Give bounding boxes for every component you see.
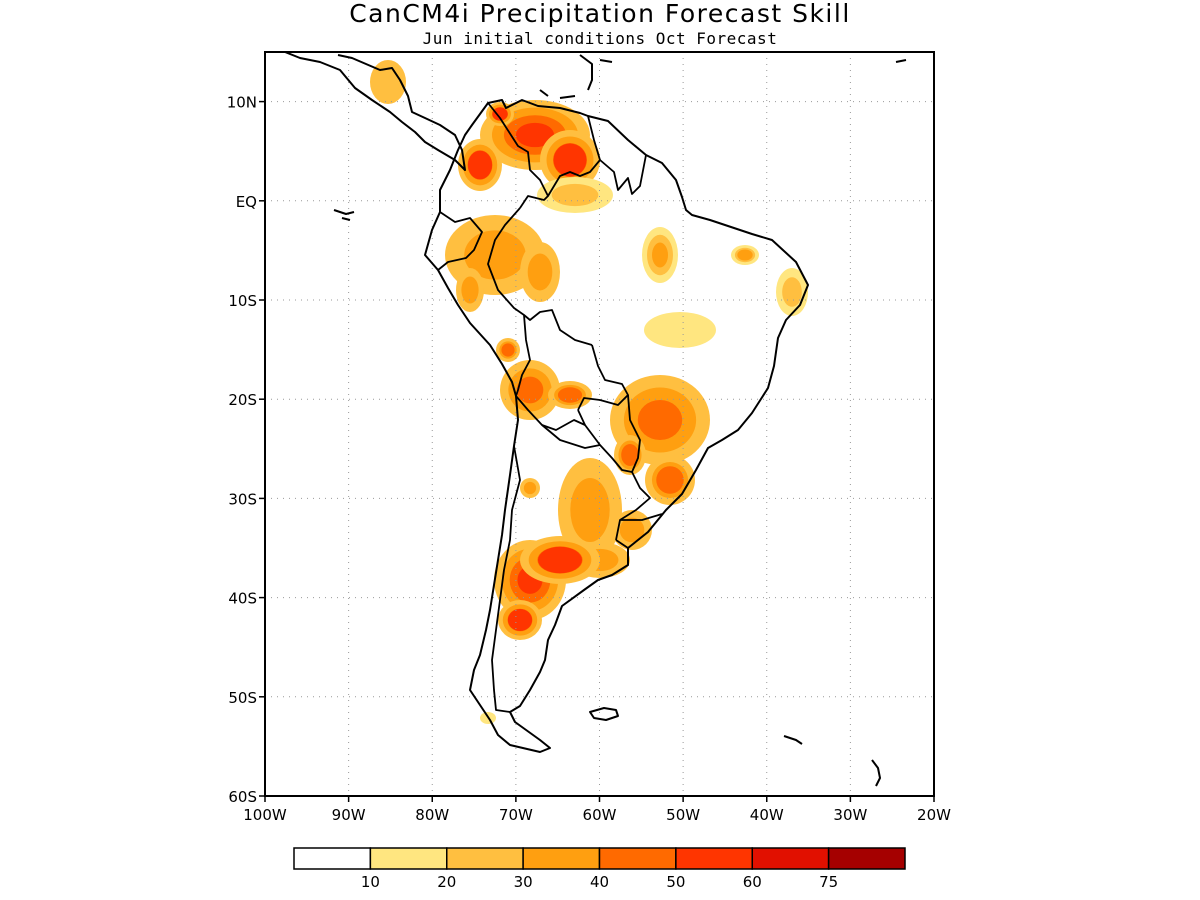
lat-tick-label: EQ <box>236 193 257 211</box>
colorbar-label: 30 <box>514 873 533 891</box>
colorbar-swatch <box>751 847 830 870</box>
skill-contour <box>570 478 610 542</box>
colorbar-swatch <box>293 847 372 870</box>
lon-tick-label: 100W <box>243 806 287 824</box>
skill-contour <box>551 183 599 207</box>
border-peru-bolivia <box>515 314 531 397</box>
lon-tick-label: 40W <box>750 806 784 824</box>
skill-contour <box>637 400 683 440</box>
colorbar-label: 50 <box>666 873 685 891</box>
skill-contour <box>621 444 639 466</box>
south-georgia-coast <box>783 735 803 745</box>
lat-tick-label: 10N <box>227 94 257 112</box>
atlantic-islet-coast <box>895 59 907 63</box>
skill-contour <box>737 249 753 261</box>
skill-contour <box>515 122 555 148</box>
skill-contour <box>507 609 533 631</box>
lon-tick-label: 70W <box>499 806 533 824</box>
galapagos-coast <box>333 209 355 221</box>
map-title: CanCM4i Precipitation Forecast Skill <box>349 0 851 28</box>
skill-contour <box>553 143 587 177</box>
colorbar: 10 20 30 40 50 60 75 <box>293 847 906 891</box>
skill-contour <box>501 343 515 357</box>
central-america-coast <box>284 52 466 171</box>
south-sandwich-coast <box>871 759 881 787</box>
skill-contour <box>464 230 526 280</box>
lat-tick-label: 40S <box>228 590 257 608</box>
lat-tick-label: 50S <box>228 689 257 707</box>
colorbar-swatch <box>522 847 601 870</box>
colorbar-label: 60 <box>743 873 762 891</box>
skill-contour <box>527 253 553 291</box>
skill-contour <box>619 517 645 543</box>
lon-tick-label: 80W <box>415 806 449 824</box>
skill-contour <box>492 107 508 121</box>
skill-contour <box>652 242 668 268</box>
skill-contour <box>370 60 406 104</box>
caribbean-islands-coast <box>539 54 613 99</box>
lon-tick-label: 90W <box>332 806 366 824</box>
skill-contour <box>516 376 544 404</box>
lon-tick-label: 20W <box>917 806 951 824</box>
colorbar-swatch <box>369 847 448 870</box>
border-venezuela-guyana <box>547 115 601 197</box>
country-borders <box>437 102 663 713</box>
south-america-coast <box>424 99 809 753</box>
border-argentina-chile <box>491 445 521 713</box>
skill-contour <box>644 312 716 348</box>
lat-tick-label: 20S <box>228 391 257 409</box>
colorbar-swatch <box>827 847 906 870</box>
lat-tick-label: 30S <box>228 490 257 508</box>
border-ecuador-peru <box>437 211 483 271</box>
colorbar-label: 40 <box>590 873 609 891</box>
border-argentina-brazil <box>615 471 651 541</box>
lat-tick-label: 60S <box>228 788 257 806</box>
skill-contour <box>782 277 802 307</box>
border-colombia-venezuela <box>487 102 549 209</box>
border-uruguay <box>615 513 663 549</box>
lon-tick-label: 50W <box>666 806 700 824</box>
colorbar-swatch <box>675 847 753 870</box>
graticule <box>265 52 934 796</box>
skill-contour <box>656 466 684 494</box>
border-guianas <box>599 154 647 195</box>
skill-contour <box>467 150 493 180</box>
latitude-axis: 10N EQ 10S 20S 30S 40S 50S 60S <box>227 94 265 806</box>
colorbar-swatch <box>598 847 677 870</box>
skill-contour <box>461 276 479 304</box>
colorbar-swatch <box>446 847 524 870</box>
lon-tick-label: 30W <box>833 806 867 824</box>
skill-shading <box>370 60 808 724</box>
falklands-coast <box>589 707 619 721</box>
skill-contour <box>538 546 582 574</box>
lat-tick-label: 10S <box>228 292 257 310</box>
skill-contour <box>557 387 583 403</box>
skill-contour <box>523 481 537 495</box>
map-subtitle: Jun initial conditions Oct Forecast <box>423 29 778 48</box>
coastlines <box>284 52 907 787</box>
colorbar-label: 10 <box>361 873 380 891</box>
colorbar-label: 20 <box>437 873 456 891</box>
border-argentina-north <box>541 424 601 449</box>
lon-tick-label: 60W <box>583 806 617 824</box>
colorbar-label: 75 <box>819 873 838 891</box>
longitude-axis: 100W 90W 80W 70W 60W 50W 40W 30W 20W <box>243 796 951 824</box>
